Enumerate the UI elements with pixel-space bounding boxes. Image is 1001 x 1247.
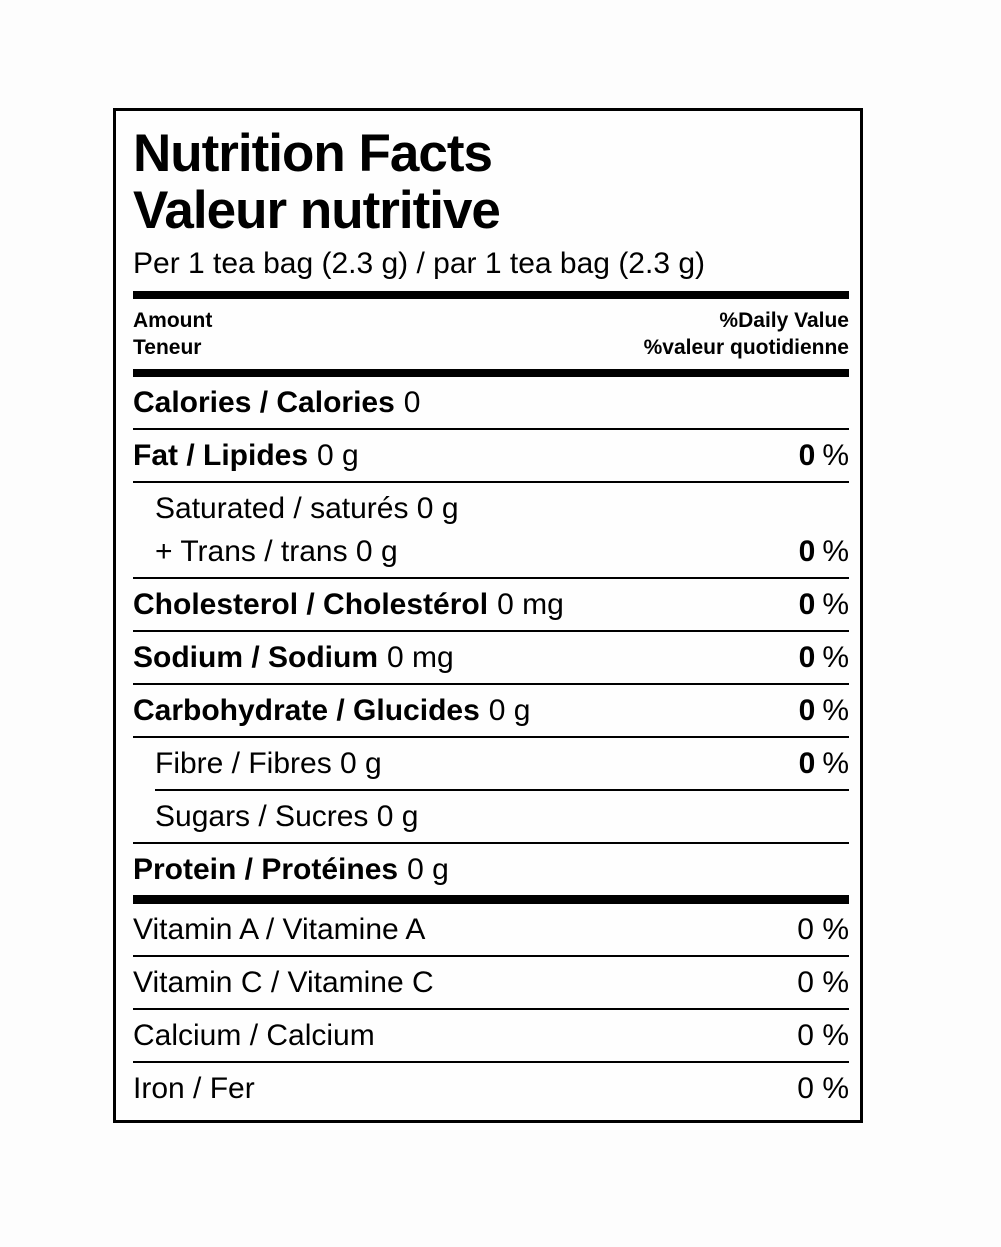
thick-rule [133, 895, 849, 904]
separator-indented [155, 789, 849, 791]
title-french: Valeur nutritive [133, 181, 501, 240]
saturated-line: Saturated / saturés 0 g [155, 492, 459, 525]
nutrient-label: Iron / Fer [133, 1072, 255, 1105]
daily-value: 0 % [797, 1019, 849, 1052]
serving-size: Per 1 tea bag (2.3 g) / par 1 tea bag (2… [133, 247, 706, 280]
daily-value: 0% [799, 694, 849, 727]
nutrient-name: Sodium / Sodium [133, 641, 378, 674]
nutrient-amount: 0 mg [387, 641, 454, 674]
trans-line: + Trans / trans 0 g [155, 535, 398, 568]
percent-sign: % [822, 641, 849, 674]
separator [133, 577, 849, 579]
daily-value: 0 % [797, 1072, 849, 1105]
daily-value-header-fr: %valeur quotidienne [643, 336, 849, 359]
row-saturated-trans: Saturated / saturés 0 g + Trans / trans … [133, 483, 849, 577]
separator [133, 1061, 849, 1063]
separator [133, 736, 849, 738]
percent-sign: % [822, 439, 849, 472]
label-title: Nutrition Facts Valeur nutritive [133, 111, 849, 239]
daily-value: 0% [799, 535, 849, 568]
thick-rule [133, 369, 849, 377]
percent-sign: % [822, 747, 849, 780]
amount-header-fr: Teneur [133, 336, 202, 359]
separator [133, 630, 849, 632]
title-english: Nutrition Facts [133, 124, 493, 183]
nutrient-label: Fat / Lipides 0 g [133, 439, 359, 472]
nutrient-name: Carbohydrate / Glucides [133, 694, 480, 727]
percent-sign: % [822, 694, 849, 727]
daily-value: 0% [799, 588, 849, 621]
percent-sign: % [822, 535, 849, 568]
daily-value-header: %Daily Value %valeur quotidienne [644, 307, 849, 361]
separator [133, 683, 849, 685]
row-fat: Fat / Lipides 0 g 0% [133, 430, 849, 481]
daily-value-number: 0 [798, 439, 816, 472]
nutrient-label: Protein / Protéines 0 g [133, 853, 449, 886]
daily-value-header-en: %Daily Value [719, 309, 849, 332]
row-vitamin-c: Vitamin C / Vitamine C 0 % [133, 957, 849, 1008]
nutrient-amount: 0 g [488, 694, 531, 727]
nutrient-label: Cholesterol / Cholestérol 0 mg [133, 588, 564, 621]
daily-value-number: 0 [798, 588, 816, 621]
daily-value: 0% [799, 439, 849, 472]
percent-sign: % [822, 588, 849, 621]
nutrient-label: Vitamin C / Vitamine C [133, 966, 434, 999]
nutrient-name: Calories / Calories [133, 386, 395, 419]
daily-value-number: 0 [798, 694, 816, 727]
daily-value: 0% [799, 747, 849, 780]
row-calcium: Calcium / Calcium 0 % [133, 1010, 849, 1061]
row-cholesterol: Cholesterol / Cholestérol 0 mg 0% [133, 579, 849, 630]
nutrient-amount: 0 g [317, 439, 359, 472]
nutrient-label: Carbohydrate / Glucides 0 g [133, 694, 530, 727]
nutrient-label: Sugars / Sucres 0 g [155, 800, 419, 833]
row-sugars: Sugars / Sucres 0 g [133, 791, 849, 842]
daily-value-number: 0 [798, 535, 816, 568]
nutrient-name: Cholesterol / Cholestérol [133, 588, 489, 621]
amount-header: Amount Teneur [133, 307, 212, 361]
row-carbohydrate: Carbohydrate / Glucides 0 g 0% [133, 685, 849, 736]
nutrient-amount: 0 g [407, 853, 449, 886]
nutrient-label: Vitamin A / Vitamine A [133, 913, 426, 946]
row-fibre: Fibre / Fibres 0 g 0% [133, 738, 849, 789]
nutrient-label: Saturated / saturés 0 g + Trans / trans … [133, 492, 459, 568]
separator [133, 1008, 849, 1010]
daily-value: 0 % [797, 913, 849, 946]
nutrient-label: Calories / Calories 0 [133, 386, 420, 419]
row-iron: Iron / Fer 0 % [133, 1063, 849, 1114]
separator [133, 428, 849, 430]
nutrient-amount: 0 [403, 386, 421, 419]
separator [133, 955, 849, 957]
nutrient-name: Protein / Protéines [133, 853, 399, 886]
nutrient-name: Fat / Lipides [133, 439, 309, 472]
nutrient-label: Sodium / Sodium 0 mg [133, 641, 454, 674]
amount-header-en: Amount [133, 309, 213, 332]
daily-value: 0% [799, 641, 849, 674]
daily-value-number: 0 [798, 641, 816, 674]
thick-rule [133, 291, 849, 299]
daily-value: 0 % [797, 966, 849, 999]
nutrient-label: Calcium / Calcium [133, 1019, 375, 1052]
nutrient-amount: 0 mg [497, 588, 564, 621]
separator [133, 481, 849, 483]
nutrient-label: Fibre / Fibres 0 g [155, 747, 382, 780]
nutrition-facts-label: Nutrition Facts Valeur nutritive Per 1 t… [113, 108, 863, 1123]
daily-value-number: 0 [798, 747, 816, 780]
row-protein: Protein / Protéines 0 g [133, 844, 849, 895]
row-vitamin-a: Vitamin A / Vitamine A 0 % [133, 904, 849, 955]
row-sodium: Sodium / Sodium 0 mg 0% [133, 632, 849, 683]
column-header: Amount Teneur %Daily Value %valeur quoti… [133, 299, 849, 369]
row-calories: Calories / Calories 0 [133, 377, 849, 428]
separator [133, 842, 849, 844]
